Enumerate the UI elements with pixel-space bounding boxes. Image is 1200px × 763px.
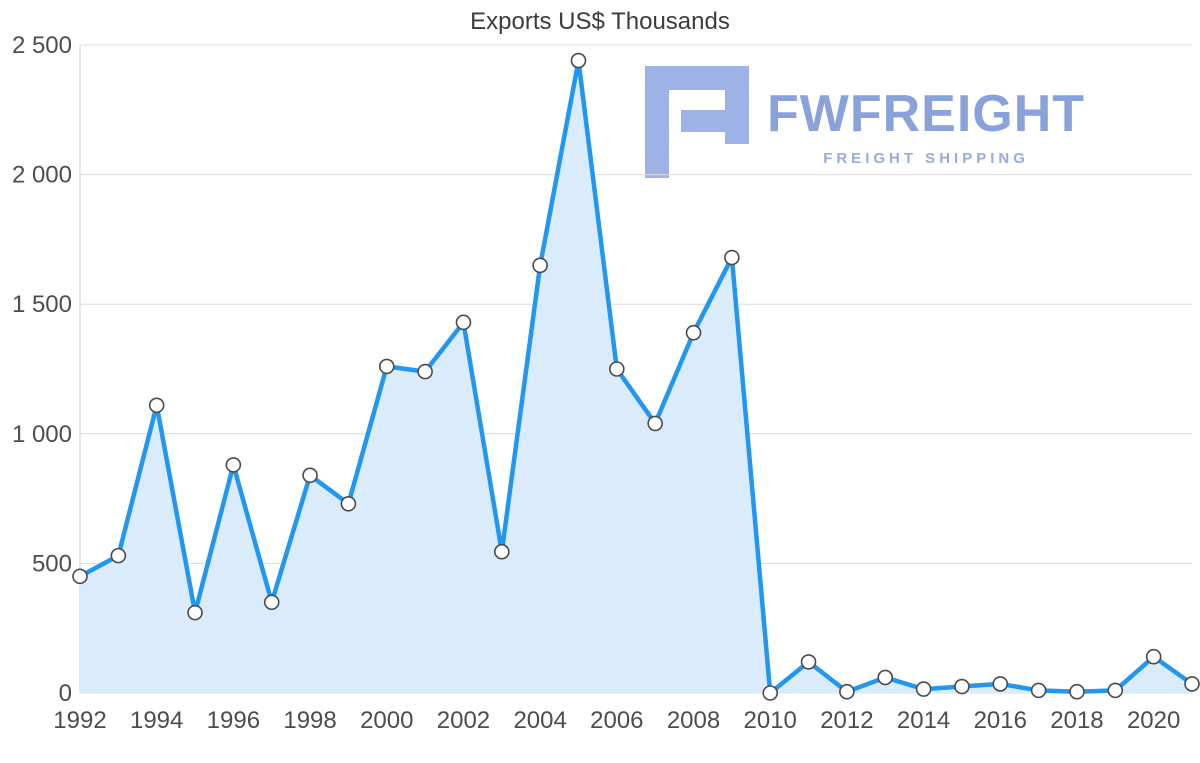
data-point[interactable] bbox=[877, 669, 894, 686]
data-point[interactable] bbox=[992, 676, 1009, 692]
data-point[interactable] bbox=[915, 681, 932, 697]
x-axis-label: 2018 bbox=[1050, 707, 1103, 734]
data-point[interactable] bbox=[762, 685, 779, 701]
x-axis-label: 2006 bbox=[590, 707, 643, 734]
x-axis-label: 2008 bbox=[667, 707, 720, 734]
area-fill bbox=[80, 60, 1192, 693]
x-axis-label: 2020 bbox=[1127, 707, 1180, 734]
data-point[interactable] bbox=[954, 678, 970, 695]
y-axis-label: 1 500 bbox=[12, 291, 72, 318]
data-point[interactable] bbox=[685, 324, 702, 341]
data-point[interactable] bbox=[187, 604, 203, 621]
x-axis-label: 2002 bbox=[437, 707, 490, 734]
data-point[interactable] bbox=[532, 257, 548, 274]
data-point[interactable] bbox=[263, 594, 280, 611]
data-point[interactable] bbox=[1030, 682, 1047, 699]
x-axis-label: 2016 bbox=[974, 707, 1027, 734]
data-point[interactable] bbox=[570, 52, 587, 69]
data-point[interactable] bbox=[493, 543, 510, 560]
data-point[interactable] bbox=[417, 363, 433, 380]
data-point[interactable] bbox=[148, 397, 165, 414]
data-point[interactable] bbox=[378, 358, 395, 375]
data-point[interactable] bbox=[72, 568, 88, 585]
data-point[interactable] bbox=[1184, 676, 1200, 692]
x-axis-label: 2012 bbox=[820, 707, 873, 734]
data-point[interactable] bbox=[724, 249, 740, 266]
x-axis-label: 2010 bbox=[744, 707, 797, 734]
y-axis-label: 500 bbox=[32, 550, 72, 577]
x-axis-label: 1992 bbox=[53, 707, 106, 734]
y-axis-label: 2 000 bbox=[12, 162, 72, 189]
data-point[interactable] bbox=[800, 654, 817, 670]
data-point[interactable] bbox=[1107, 682, 1124, 699]
x-axis-label: 2000 bbox=[360, 707, 413, 734]
data-point[interactable] bbox=[302, 467, 318, 484]
data-point[interactable] bbox=[225, 457, 242, 473]
data-point[interactable] bbox=[609, 361, 625, 377]
x-axis-label: 2004 bbox=[513, 707, 566, 734]
y-axis-label: 1 000 bbox=[12, 421, 72, 448]
brand-tagline: FREIGHT SHIPPING bbox=[823, 150, 1029, 167]
y-axis-label: 2 500 bbox=[12, 32, 72, 59]
data-point[interactable] bbox=[455, 314, 472, 331]
data-point[interactable] bbox=[839, 683, 855, 700]
brand-name: FWFREIGHT bbox=[767, 85, 1086, 143]
data-point[interactable] bbox=[340, 495, 357, 512]
data-point[interactable] bbox=[110, 547, 127, 564]
data-point[interactable] bbox=[1069, 683, 1085, 700]
chart-title: Exports US$ Thousands bbox=[470, 8, 730, 35]
y-axis-label: 0 bbox=[59, 680, 72, 707]
x-axis-label: 1998 bbox=[283, 707, 336, 734]
brand-text-block: FWFREIGHT FREIGHT SHIPPING bbox=[767, 66, 1085, 167]
brand-logo: FWFREIGHT FREIGHT SHIPPING bbox=[645, 66, 1085, 178]
data-point[interactable] bbox=[647, 415, 663, 432]
logo-mark-icon bbox=[645, 66, 749, 178]
x-axis-label: 2014 bbox=[897, 707, 950, 734]
data-point[interactable] bbox=[1145, 648, 1162, 665]
x-axis-label: 1994 bbox=[130, 707, 183, 734]
x-axis-label: 1996 bbox=[207, 707, 260, 734]
